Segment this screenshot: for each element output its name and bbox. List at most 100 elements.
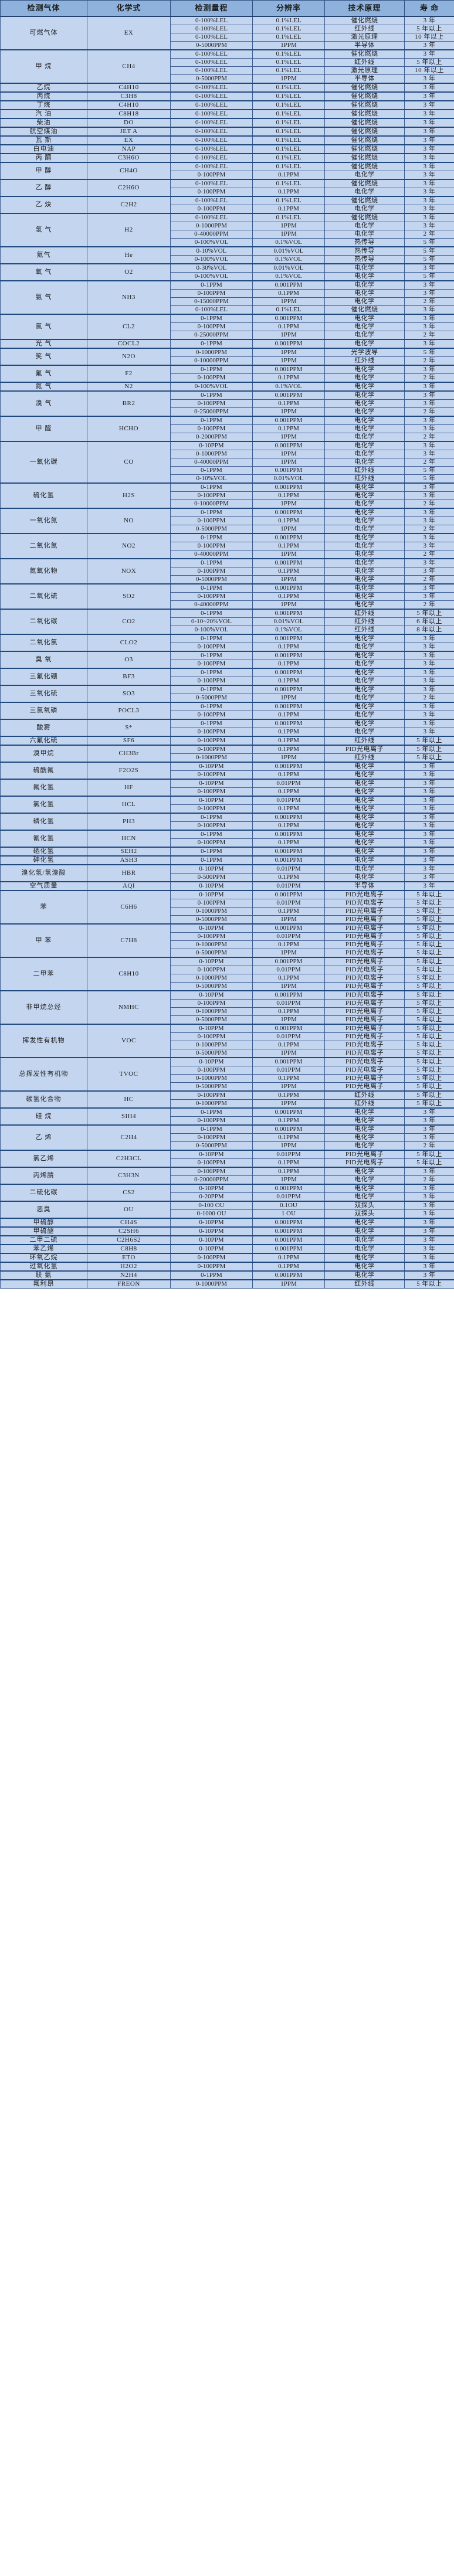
service-life-cell: 5 年以上 bbox=[404, 990, 454, 1000]
table-row: 0-100%LEL 0.1%LEL 红外线 5 年以上 bbox=[1, 58, 454, 67]
detection-range-cell: 0-10PPM bbox=[170, 957, 253, 966]
technology-cell: 催化燃烧 bbox=[324, 305, 405, 315]
table-row: 三氟化硼 BF3 0-1PPM 0.001PPM 电化学 3 年 bbox=[0, 668, 454, 686]
detection-range-cell: 0-5000PPM bbox=[170, 1141, 253, 1151]
service-life-cell: 3 年 bbox=[404, 171, 454, 180]
chemical-formula-cell: AQI bbox=[87, 881, 171, 891]
chemical-formula-cell: CLO2 bbox=[87, 634, 171, 652]
gas-name-cell: 甲 苯 bbox=[0, 923, 87, 958]
detection-range-cell: 0-100%LEL bbox=[170, 127, 253, 137]
service-life-cell: 3 年 bbox=[404, 873, 454, 882]
gas-name-cell: 氮氧化物 bbox=[0, 558, 87, 584]
technology-cell: 电化学 bbox=[324, 533, 405, 542]
service-life-cell: 5 年以上 bbox=[404, 736, 454, 746]
detection-range-cell: 0-100PPM bbox=[170, 787, 253, 797]
technology-cell: 热传导 bbox=[324, 255, 405, 264]
service-life-cell: 3 年 bbox=[404, 441, 454, 450]
resolution-cell: 0.1%LEL bbox=[252, 100, 325, 110]
resolution-cell: 0.1OU bbox=[252, 1201, 325, 1210]
detection-range-cell: 0-100%LEL bbox=[170, 58, 253, 67]
service-life-cell: 5 年以上 bbox=[404, 982, 454, 991]
detection-range-cell: 0-100PPM bbox=[170, 516, 253, 525]
chemical-formula-cell: HCHO bbox=[87, 416, 171, 442]
resolution-cell: 0.1PPM bbox=[252, 491, 325, 500]
gas-name-cell: 氧 气 bbox=[0, 263, 87, 281]
gas-name-cell: 氟利昂 bbox=[0, 1279, 87, 1289]
detection-range-cell: 0-100PPM bbox=[170, 1158, 253, 1168]
chemical-formula-cell: EX bbox=[87, 16, 171, 50]
detection-range-cell: 0-1000PPM bbox=[170, 1279, 253, 1289]
table-row: 甲 醛 HCHO 0-1PPM 0.001PPM 电化学 3 年 bbox=[0, 416, 454, 442]
table-row: 0-40000PPM 1PPM 电化学 2 年 bbox=[1, 550, 454, 559]
resolution-cell: 0.1PPM bbox=[252, 745, 325, 754]
resolution-cell: 0.1PPM bbox=[252, 804, 325, 814]
service-life-cell: 6 年以上 bbox=[404, 617, 454, 626]
resolution-cell: 1PPM bbox=[252, 74, 325, 84]
gas-name-cell: 氟化氢 bbox=[0, 779, 87, 797]
chemical-formula-cell: SIH4 bbox=[87, 1107, 171, 1126]
detection-range-cell: 0-10PPM bbox=[170, 796, 253, 805]
table-row: 0-40000PPM 1PPM 电化学 2 年 bbox=[1, 600, 454, 610]
technology-cell: 红外线 bbox=[324, 474, 405, 484]
service-life-cell: 5 年以上 bbox=[404, 974, 454, 983]
detection-range-cell: 0-1PPM bbox=[170, 1124, 253, 1134]
detection-range-cell: 0-10PPM bbox=[170, 1024, 253, 1033]
resolution-cell: 0.001PPM bbox=[252, 702, 325, 711]
table-row: 0-10~20%VOL 0.01%VOL 红外线 6 年以上 bbox=[1, 617, 454, 626]
technology-cell: 电化学 bbox=[324, 1270, 405, 1280]
gas-name-cell: 甲硫醇 bbox=[0, 1218, 87, 1228]
gas-name-cell: 溴 气 bbox=[0, 390, 87, 417]
detection-range-cell: 0-100%LEL bbox=[170, 118, 253, 128]
table-row: 0-1000PPM 0.1PPM PID光电离子 5 年以上 bbox=[1, 1074, 454, 1083]
technology-cell: 电化学 bbox=[324, 441, 405, 450]
resolution-cell: 0.01PPM bbox=[252, 966, 325, 974]
resolution-cell: 0.001PPM bbox=[252, 813, 325, 822]
technology-cell: 双探头 bbox=[324, 1209, 405, 1219]
technology-cell: 电化学 bbox=[324, 542, 405, 550]
detection-range-cell: 0-10PPM bbox=[170, 779, 253, 788]
table-row: 0-1000PPM 1PPM 电化学 3 年 bbox=[1, 450, 454, 458]
technology-cell: 电化学 bbox=[324, 171, 405, 180]
resolution-cell: 0.001PPM bbox=[252, 1184, 325, 1193]
technology-cell: PID光电离子 bbox=[324, 1150, 405, 1159]
table-row: 0-1000PPM 1PPM 红外线 5 年以上 bbox=[1, 753, 454, 763]
detection-range-cell: 0-100%VOL bbox=[170, 238, 253, 247]
service-life-cell: 3 年 bbox=[404, 567, 454, 576]
table-row: 氯乙烯 C2H3CL 0-10PPM 0.01PPM PID光电离子 5 年以上 bbox=[0, 1150, 454, 1168]
service-life-cell: 5 年 bbox=[404, 255, 454, 264]
technology-cell: 催化燃烧 bbox=[324, 135, 405, 145]
service-life-cell: 3 年 bbox=[404, 796, 454, 805]
resolution-cell: 0.1PPM bbox=[252, 289, 325, 298]
service-life-cell: 3 年 bbox=[404, 222, 454, 230]
detection-range-cell: 0-100%VOL bbox=[170, 255, 253, 264]
table-row: 氯化氢 HCL 0-10PPM 0.01PPM 电化学 3 年 bbox=[0, 796, 454, 814]
resolution-cell: 0.001PPM bbox=[252, 390, 325, 400]
technology-cell: 电化学 bbox=[324, 651, 405, 660]
table-row: 酸雾 S* 0-1PPM 0.001PPM 电化学 3 年 bbox=[0, 719, 454, 737]
technology-cell: 电化学 bbox=[324, 1124, 405, 1134]
table-row: 氟 气 F2 0-1PPM 0.001PPM 电化学 3 年 bbox=[0, 365, 454, 383]
detection-range-cell: 0-100PPM bbox=[170, 711, 253, 720]
detection-range-cell: 0-1PPM bbox=[170, 855, 253, 865]
service-life-cell: 3 年 bbox=[404, 450, 454, 458]
technology-cell: 电化学 bbox=[324, 1133, 405, 1142]
service-life-cell: 5 年以上 bbox=[404, 1158, 454, 1168]
detection-range-cell: 0-10PPM bbox=[170, 1150, 253, 1159]
detection-range-cell: 0-100%LEL bbox=[170, 305, 253, 315]
resolution-cell: 0.01PPM bbox=[252, 932, 325, 941]
service-life-cell: 5 年以上 bbox=[404, 1090, 454, 1100]
service-life-cell: 5 年以上 bbox=[404, 1024, 454, 1033]
detection-range-cell: 0-1PPM bbox=[170, 830, 253, 839]
technology-cell: 电化学 bbox=[324, 1107, 405, 1117]
detection-range-cell: 0-1000PPM bbox=[170, 1074, 253, 1083]
resolution-cell: 0.1PPM bbox=[252, 940, 325, 949]
table-row: 氮 气 N2 0-100%VOL 0.1%VOL 电化学 3 年 bbox=[0, 382, 454, 392]
resolution-cell: 1PPM bbox=[252, 450, 325, 458]
service-life-cell: 2 年 bbox=[404, 407, 454, 417]
detection-range-cell: 0-1PPM bbox=[170, 390, 253, 400]
detection-range-cell: 0-100%VOL bbox=[170, 382, 253, 392]
resolution-cell: 1PPM bbox=[252, 575, 325, 584]
chemical-formula-cell: JET A bbox=[87, 127, 171, 137]
detection-range-cell: 0-40000PPM bbox=[170, 600, 253, 610]
resolution-cell: 0.1PPM bbox=[252, 677, 325, 686]
